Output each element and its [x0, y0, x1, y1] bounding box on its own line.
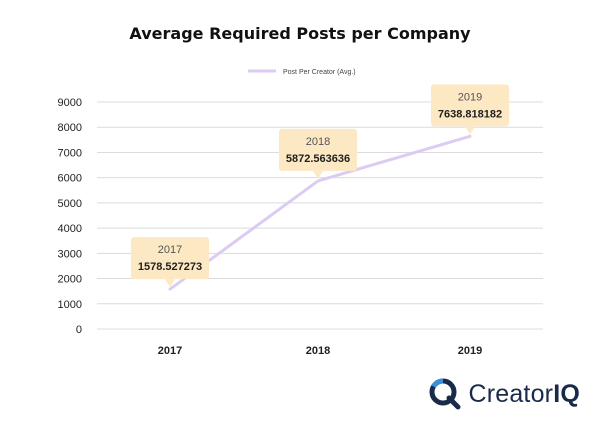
- annotation-value: 1578.527273: [138, 261, 202, 273]
- gridlines: [97, 101, 543, 330]
- annotation-pointer: [313, 170, 323, 179]
- brand-logo: CreatorIQ: [428, 377, 580, 411]
- annotation-value: 5872.563636: [286, 153, 350, 165]
- y-axis-ticks: 0 1000 2000 3000 4000 5000 6000 7000 8000 9000: [58, 97, 82, 336]
- annotation-box: [431, 84, 509, 127]
- y-tick-label: 1000: [58, 299, 82, 311]
- chart-title: Average Required Posts per Company: [129, 24, 471, 43]
- x-axis-ticks: 2017 2018 2019: [158, 345, 482, 357]
- y-tick-label: 6000: [58, 173, 82, 185]
- annotation-pointer: [465, 126, 475, 135]
- annotation-box: [131, 237, 209, 280]
- brand-name: CreatorIQ: [468, 380, 580, 409]
- series-line: [168, 134, 472, 291]
- series-plot: [168, 134, 472, 291]
- annotation-callout: 2017 1578.527273: [131, 237, 209, 288]
- y-tick-label: 2000: [58, 274, 82, 286]
- annotation-value: 7638.818182: [438, 108, 502, 120]
- y-tick-label: 8000: [58, 122, 82, 134]
- brand-name-bold: IQ: [553, 379, 580, 408]
- annotation-year: 2019: [458, 91, 482, 103]
- legend: Post Per Creator (Avg.): [248, 69, 356, 76]
- x-tick-label: 2018: [306, 345, 330, 357]
- legend-label: Post Per Creator (Avg.): [283, 69, 356, 76]
- annotation-box: [279, 128, 357, 171]
- annotation-year: 2017: [158, 244, 182, 256]
- annotation-callout: 2018 5872.563636: [279, 128, 357, 179]
- y-tick-label: 3000: [58, 248, 82, 260]
- magnifier-q-icon: [429, 378, 461, 410]
- y-tick-label: 9000: [58, 97, 82, 109]
- x-tick-label: 2017: [158, 345, 182, 357]
- annotation-pointer: [165, 279, 175, 288]
- annotations: 2017 1578.527273 2018 5872.563636 2019 7638.8…: [131, 84, 509, 288]
- y-tick-label: 5000: [58, 198, 82, 210]
- y-tick-label: 7000: [58, 147, 82, 159]
- x-tick-label: 2019: [458, 345, 482, 357]
- brand-name-light: Creator: [468, 379, 554, 408]
- annotation-callout: 2019 7638.818182: [431, 84, 509, 135]
- y-tick-label: 4000: [58, 223, 82, 235]
- annotation-year: 2018: [306, 136, 330, 148]
- y-tick-label: 0: [76, 324, 82, 336]
